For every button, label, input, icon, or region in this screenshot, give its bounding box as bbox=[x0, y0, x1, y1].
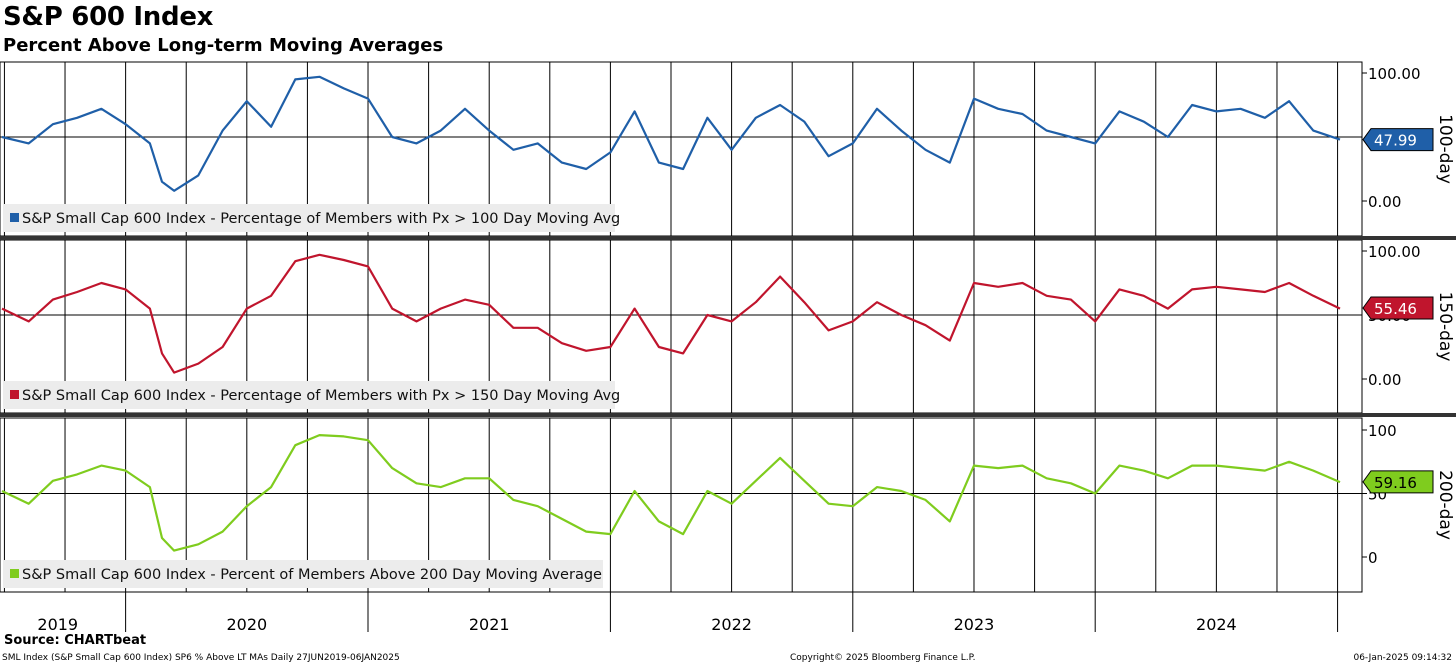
series-layer bbox=[1, 75, 1341, 552]
legend-label: S&P Small Cap 600 Index - Percent of Mem… bbox=[22, 567, 602, 583]
source-note: Source: CHARTbeat bbox=[4, 633, 147, 648]
last-value-badge bbox=[1362, 470, 1434, 494]
chart-title: S&P 600 Index bbox=[3, 2, 214, 32]
series-line-100-day bbox=[1, 75, 1341, 192]
panel-side-label: 150-day bbox=[1435, 292, 1455, 362]
x-tick-label: 2019 bbox=[37, 615, 78, 634]
legend-swatch bbox=[10, 569, 19, 578]
series-line-200-day bbox=[1, 434, 1341, 552]
y-tick-label: 100 bbox=[1368, 422, 1397, 440]
last-value-badge bbox=[1362, 128, 1434, 152]
y-tick-label: 0.00 bbox=[1368, 371, 1401, 389]
y-tick-label: 100.00 bbox=[1368, 243, 1421, 261]
y-tick-label: 0.00 bbox=[1368, 193, 1401, 211]
x-tick-label: 2024 bbox=[1196, 615, 1237, 634]
legend-box bbox=[3, 381, 615, 409]
x-tick-label: 2022 bbox=[711, 615, 752, 634]
panel-side-label: 200-day bbox=[1435, 470, 1455, 540]
panel-separator bbox=[0, 413, 1456, 417]
series-line-150-day bbox=[1, 253, 1341, 374]
x-tick-label: 2021 bbox=[469, 615, 510, 634]
panel-separator bbox=[0, 236, 1456, 240]
legend-box bbox=[3, 560, 603, 588]
last-value-badge bbox=[1362, 296, 1434, 320]
axes-layer bbox=[0, 61, 1456, 632]
last-value-label: 59.16 bbox=[1374, 474, 1417, 492]
legend-box bbox=[3, 204, 615, 232]
y-tick-label: 0 bbox=[1368, 549, 1378, 567]
last-value-label: 47.99 bbox=[1374, 132, 1417, 150]
legend-label: S&P Small Cap 600 Index - Percentage of … bbox=[22, 211, 620, 227]
y-tick-label: 100.00 bbox=[1368, 65, 1421, 83]
legend-swatch bbox=[10, 390, 19, 399]
ticker-line: SML Index (S&P Small Cap 600 Index) SP6 … bbox=[2, 653, 400, 663]
x-tick-label: 2023 bbox=[954, 615, 995, 634]
chart-subtitle: Percent Above Long-term Moving Averages bbox=[3, 35, 444, 56]
labels-layer: 0.00 100.00 47.99 100-day S&P Small Cap 600 … bbox=[3, 65, 1455, 634]
copyright: Copyright© 2025 Bloomberg Finance L.P. bbox=[790, 653, 976, 663]
timestamp: 06-Jan-2025 09:14:32 bbox=[1353, 653, 1452, 663]
legend-label: S&P Small Cap 600 Index - Percentage of … bbox=[22, 388, 620, 404]
x-tick-label: 2020 bbox=[226, 615, 267, 634]
legend-swatch bbox=[10, 213, 19, 222]
last-value-label: 55.46 bbox=[1374, 300, 1417, 318]
panel-side-label: 100-day bbox=[1435, 114, 1455, 184]
